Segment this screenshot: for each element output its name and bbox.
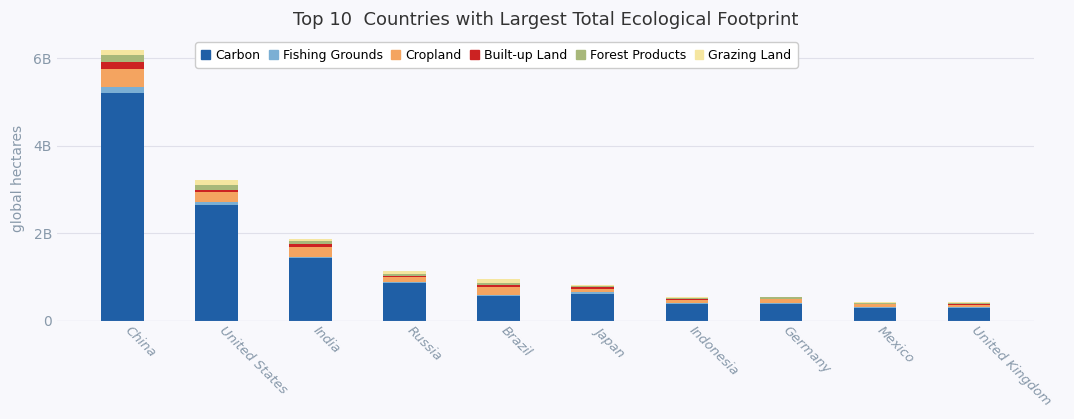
Bar [854, 308, 896, 321]
Bar [383, 274, 425, 276]
Bar [289, 258, 332, 321]
Bar [289, 239, 332, 241]
Bar [854, 302, 896, 303]
Bar [289, 241, 332, 244]
Bar [571, 286, 614, 287]
Bar [195, 185, 237, 190]
Bar [478, 287, 520, 295]
Legend: Carbon, Fishing Grounds, Cropland, Built-up Land, Forest Products, Grazing Land: Carbon, Fishing Grounds, Cropland, Built… [195, 42, 798, 68]
Bar [759, 303, 802, 304]
Title: Top 10  Countries with Largest Total Ecological Footprint: Top 10 Countries with Largest Total Ecol… [293, 11, 798, 29]
Bar [666, 300, 708, 303]
Bar [478, 295, 520, 296]
Bar [759, 297, 802, 299]
Bar [383, 272, 425, 274]
Bar [854, 304, 896, 308]
Bar [947, 303, 990, 304]
Bar [195, 180, 237, 185]
Bar [854, 303, 896, 304]
Bar [101, 62, 144, 69]
Bar [666, 303, 708, 304]
Bar [759, 299, 802, 303]
Bar [195, 192, 237, 202]
Bar [666, 304, 708, 321]
Bar [666, 297, 708, 299]
Bar [571, 294, 614, 321]
Bar [947, 304, 990, 305]
Bar [478, 283, 520, 285]
Bar [289, 244, 332, 247]
Bar [666, 299, 708, 300]
Bar [383, 282, 425, 283]
Bar [383, 283, 425, 321]
Bar [947, 308, 990, 321]
Bar [383, 276, 425, 277]
Bar [759, 304, 802, 321]
Bar [571, 289, 614, 292]
Bar [383, 277, 425, 282]
Bar [478, 279, 520, 283]
Bar [101, 50, 144, 55]
Bar [101, 55, 144, 62]
Bar [101, 93, 144, 321]
Bar [289, 247, 332, 257]
Bar [101, 69, 144, 88]
Bar [947, 307, 990, 308]
Bar [478, 296, 520, 321]
Bar [195, 190, 237, 192]
Bar [571, 285, 614, 286]
Y-axis label: global hectares: global hectares [11, 125, 25, 232]
Bar [195, 205, 237, 321]
Bar [195, 202, 237, 205]
Bar [289, 257, 332, 258]
Bar [101, 88, 144, 93]
Bar [571, 292, 614, 294]
Bar [571, 287, 614, 289]
Bar [478, 285, 520, 287]
Bar [947, 305, 990, 307]
